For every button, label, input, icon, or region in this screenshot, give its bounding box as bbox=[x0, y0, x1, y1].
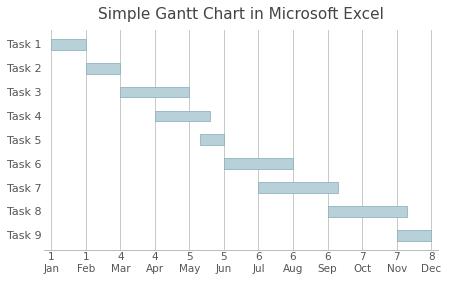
Bar bbox=[224, 158, 293, 169]
Bar bbox=[200, 135, 224, 145]
Bar bbox=[120, 87, 189, 98]
Title: Simple Gantt Chart in Microsoft Excel: Simple Gantt Chart in Microsoft Excel bbox=[98, 7, 384, 22]
Bar bbox=[396, 230, 431, 241]
Bar bbox=[328, 206, 407, 217]
Bar bbox=[155, 111, 210, 121]
Bar bbox=[259, 182, 338, 193]
Bar bbox=[86, 63, 120, 74]
Bar bbox=[51, 39, 86, 50]
